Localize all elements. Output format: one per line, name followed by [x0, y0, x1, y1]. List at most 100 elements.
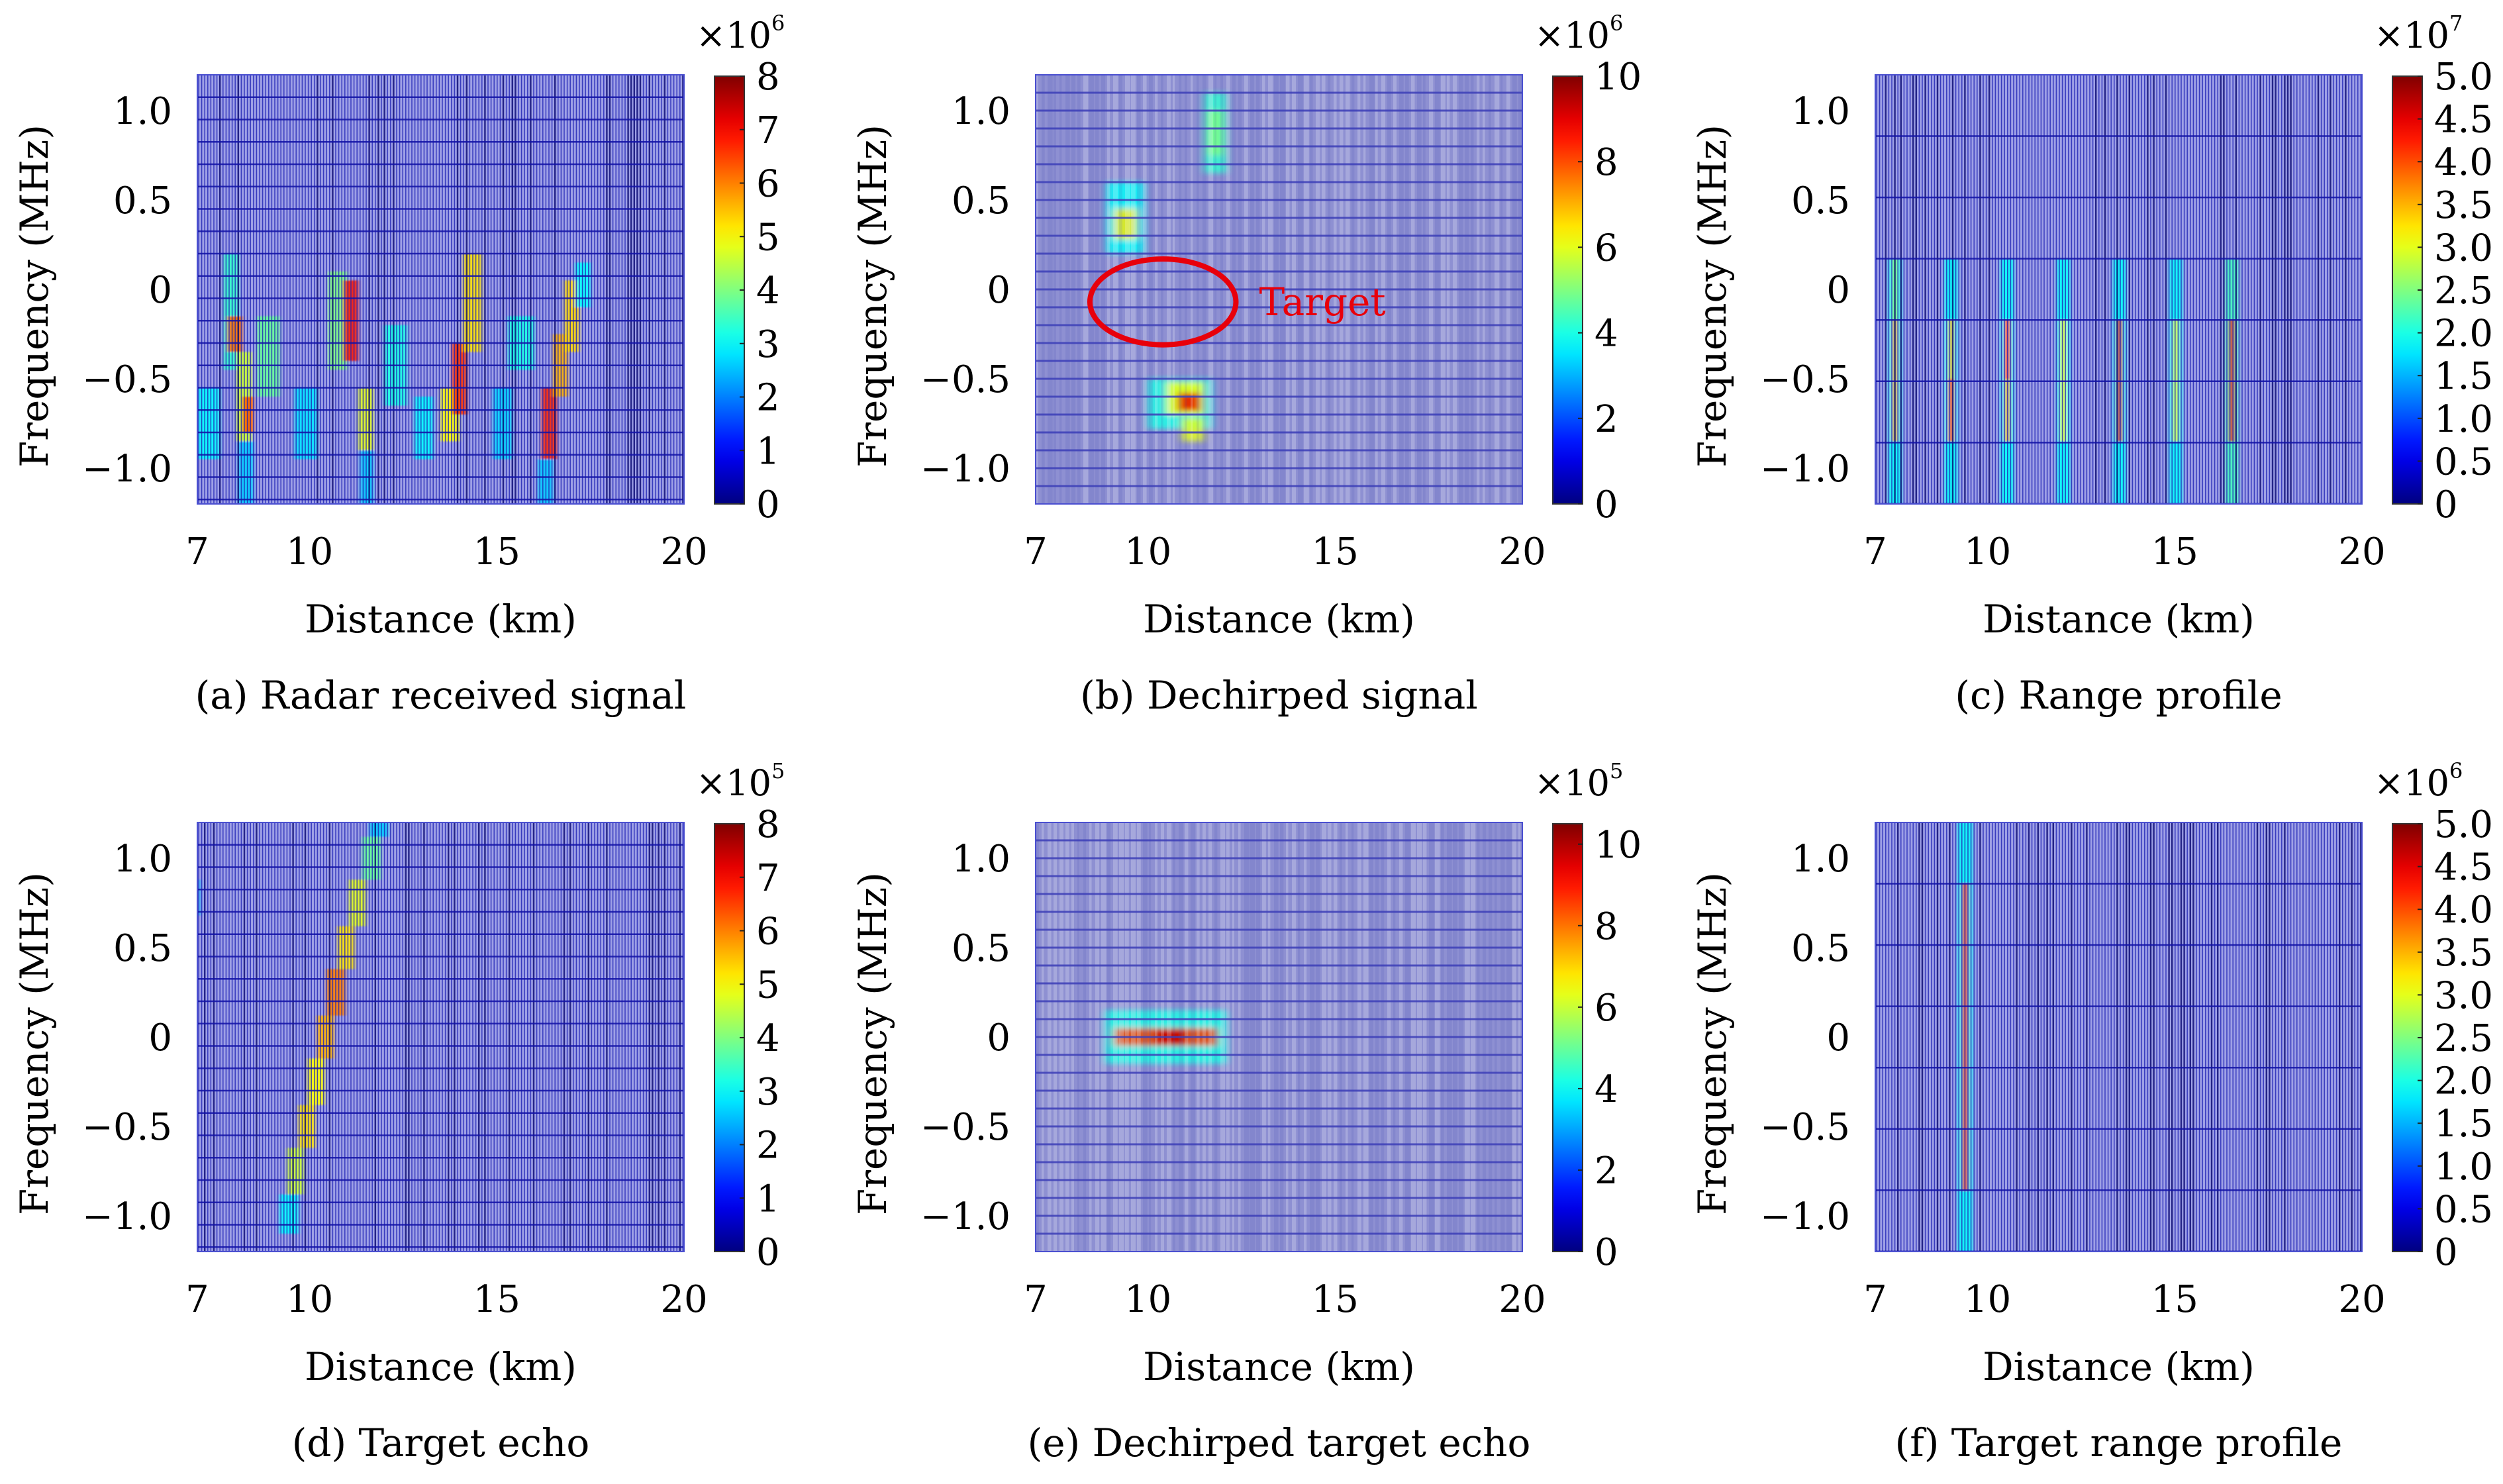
colorbar-exponent: 5 — [1610, 758, 1623, 783]
row-lines — [1036, 839, 1522, 1235]
y-axis-label: Frequency (MHz) — [12, 872, 57, 1215]
subplot-caption: (d) Target echo — [292, 1420, 590, 1465]
y-tick-label: −1.0 — [920, 1195, 1010, 1238]
colorbar-multiplier: ×105 — [696, 758, 785, 804]
y-tick-label: −1.0 — [1760, 448, 1850, 491]
y-tick-label: 0.5 — [1791, 927, 1850, 970]
y-tick-label: 0.5 — [952, 179, 1010, 223]
colorbar-tick-label: 0.5 — [2434, 1188, 2493, 1231]
plot-area — [1036, 75, 1522, 504]
colorbar-tick-label: 10 — [1595, 56, 1642, 99]
y-tick-label: −0.5 — [1760, 1106, 1850, 1149]
colorbar-tick-label: 0 — [1595, 1231, 1618, 1274]
colorbar-tick-label: 4 — [1595, 313, 1618, 356]
y-tick-label: 0 — [148, 269, 172, 312]
y-tick-label: 0.5 — [113, 927, 172, 970]
colorbar-tick-label: 4 — [1595, 1068, 1618, 1111]
y-tick-label: 1.0 — [952, 90, 1010, 133]
colorbar-tick-label: 2.0 — [2434, 1060, 2493, 1103]
x-tick-label: 20 — [660, 530, 707, 573]
x-tick-label: 15 — [473, 1278, 520, 1321]
colorbar-multiplier-base: ×10 — [2374, 762, 2449, 804]
x-tick-label: 20 — [660, 1278, 707, 1321]
plot-area — [1036, 822, 1522, 1252]
y-tick-label: 0 — [1826, 1016, 1850, 1060]
colorbar-tick-label: 6 — [1595, 226, 1618, 270]
plot-area — [1875, 75, 2362, 504]
x-tick-label: 10 — [286, 530, 333, 573]
subplot-b: Target 7 10 15 20 1.0 0.5 0 −0.5 −1.0 Distance (km… — [838, 0, 1673, 736]
colorbar-tick-label: 2 — [1595, 398, 1618, 441]
heatmap-cell — [1114, 209, 1137, 240]
x-tick-label: 7 — [185, 530, 209, 573]
colorbar-tick-label: 4.5 — [2434, 99, 2493, 142]
heatmap-cell — [307, 1058, 325, 1105]
colorbar-tick-label: 3.0 — [2434, 974, 2493, 1017]
colorbar-tick-label: 1.0 — [2434, 1146, 2493, 1189]
colorbar-multiplier: ×106 — [1534, 11, 1623, 56]
subplot-caption: (f) Target range profile — [1895, 1420, 2343, 1465]
heatmap-background — [1875, 822, 2362, 1252]
colorbar-multiplier: ×107 — [2374, 11, 2463, 56]
colorbar-multiplier-base: ×10 — [1534, 15, 1610, 56]
y-tick-label: −0.5 — [1760, 358, 1850, 401]
plot-frame — [197, 822, 685, 1252]
colorbar-tick-label: 1.0 — [2434, 398, 2493, 441]
heatmap-cell — [279, 1194, 299, 1234]
colorbar-tick-label: 8 — [756, 56, 780, 99]
subplot-e: 7 10 15 20 1.0 0.5 0 −0.5 −1.0 Distance (km) Frequ… — [838, 748, 1673, 1484]
row-lines — [197, 844, 684, 1248]
x-tick-label: 20 — [1498, 530, 1546, 573]
plot-frame — [197, 74, 685, 505]
x-tick-label: 20 — [2338, 1278, 2385, 1321]
vertical-texture — [1876, 822, 2362, 1252]
y-tick-label: 0.5 — [952, 927, 1010, 970]
x-axis-label: Distance (km) — [1983, 597, 2255, 642]
x-tick-label: 20 — [1498, 1278, 1546, 1321]
colorbar-tick-label: 2.5 — [2434, 270, 2493, 313]
colorbar-tick-label: 8 — [756, 803, 780, 846]
x-tick-label: 10 — [1124, 1278, 1171, 1321]
colorbar-tick-label: 5.0 — [2434, 803, 2493, 846]
target-label: Target — [1259, 279, 1385, 324]
y-axis-label: Frequency (MHz) — [850, 124, 895, 468]
subplot-caption: (c) Range profile — [1955, 673, 2282, 718]
heatmap-cell — [1208, 111, 1223, 156]
y-tick-label: 0 — [987, 1016, 1010, 1060]
y-axis-label: Frequency (MHz) — [850, 872, 895, 1215]
colorbar-tick-label: 3.5 — [2434, 184, 2493, 227]
plot-area — [1875, 822, 2362, 1252]
x-axis-label: Distance (km) — [1143, 597, 1415, 642]
colorbar-multiplier: ×105 — [1534, 758, 1623, 804]
y-tick-label: −1.0 — [82, 448, 172, 491]
y-axis-label: Frequency (MHz) — [12, 124, 57, 468]
heatmap-cell — [493, 387, 512, 460]
colorbar-tick-label: 2.0 — [2434, 313, 2493, 356]
colorbar-tick-label: 5 — [756, 964, 780, 1007]
x-tick-label: 7 — [1863, 1278, 1887, 1321]
row-lines — [197, 96, 684, 501]
target-ellipse — [1087, 256, 1239, 348]
colorbar-tick-label: 1.5 — [2434, 1103, 2493, 1146]
colorbar-tick-label: 4 — [756, 270, 780, 313]
plot-frame — [1035, 822, 1523, 1252]
x-axis-label: Distance (km) — [1143, 1344, 1415, 1389]
y-tick-label: 0 — [987, 269, 1010, 312]
y-tick-label: 0.5 — [1791, 179, 1850, 223]
heatmap-cell — [452, 343, 467, 415]
colorbar-tick-label: 0 — [2434, 483, 2458, 526]
colorbar-exponent: 6 — [771, 11, 785, 36]
colorbar-tick-label: 7 — [756, 109, 780, 152]
y-axis-label: Frequency (MHz) — [1690, 124, 1735, 468]
plot-frame — [1035, 74, 1523, 505]
colorbar — [1552, 75, 1583, 505]
heatmap-cell — [369, 822, 389, 837]
colorbar-tick-label: 4 — [756, 1017, 780, 1060]
y-tick-label: −0.5 — [920, 1106, 1010, 1149]
x-tick-label: 20 — [2338, 530, 2385, 573]
x-tick-label: 7 — [185, 1278, 209, 1321]
colorbar-exponent: 7 — [2449, 11, 2463, 36]
